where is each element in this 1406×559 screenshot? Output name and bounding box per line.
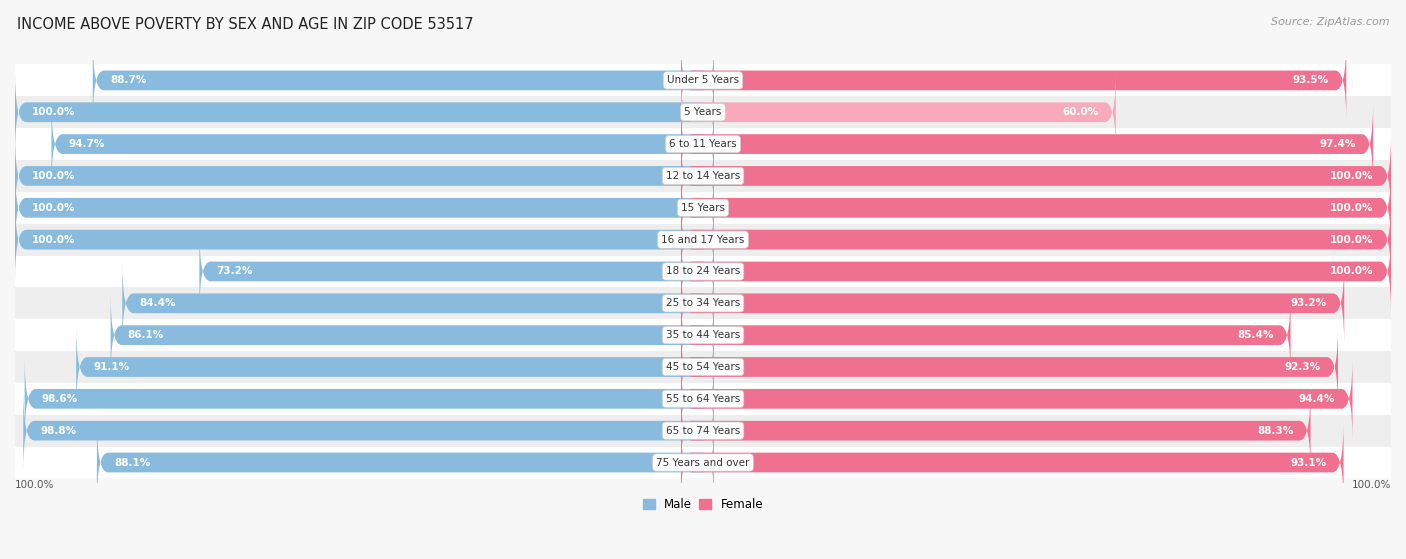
FancyBboxPatch shape [681, 135, 1391, 217]
Text: 25 to 34 Years: 25 to 34 Years [666, 299, 740, 309]
Text: 94.7%: 94.7% [69, 139, 105, 149]
Text: 84.4%: 84.4% [139, 299, 176, 309]
FancyBboxPatch shape [15, 167, 714, 249]
FancyBboxPatch shape [52, 103, 714, 185]
FancyBboxPatch shape [122, 262, 714, 344]
Text: 100.0%: 100.0% [1330, 235, 1374, 245]
Bar [15, 319, 1391, 351]
Bar [15, 192, 1391, 224]
Text: 98.8%: 98.8% [41, 425, 76, 435]
FancyBboxPatch shape [93, 39, 714, 121]
Bar [15, 351, 1391, 383]
Text: 15 Years: 15 Years [681, 203, 725, 213]
Text: 93.2%: 93.2% [1291, 299, 1327, 309]
FancyBboxPatch shape [681, 71, 1116, 153]
Text: 100.0%: 100.0% [1330, 171, 1374, 181]
Text: 55 to 64 Years: 55 to 64 Years [666, 394, 740, 404]
Text: 100.0%: 100.0% [1351, 480, 1391, 490]
Text: 45 to 54 Years: 45 to 54 Years [666, 362, 740, 372]
FancyBboxPatch shape [681, 390, 1310, 472]
FancyBboxPatch shape [681, 326, 1339, 408]
Text: 97.4%: 97.4% [1320, 139, 1355, 149]
Bar [15, 160, 1391, 192]
Text: 92.3%: 92.3% [1285, 362, 1320, 372]
Text: 93.1%: 93.1% [1291, 457, 1326, 467]
Text: 88.1%: 88.1% [114, 457, 150, 467]
Text: 100.0%: 100.0% [32, 235, 76, 245]
Text: 35 to 44 Years: 35 to 44 Years [666, 330, 740, 340]
FancyBboxPatch shape [681, 230, 1391, 312]
FancyBboxPatch shape [97, 421, 714, 504]
Text: 60.0%: 60.0% [1063, 107, 1098, 117]
FancyBboxPatch shape [681, 39, 1347, 121]
FancyBboxPatch shape [15, 198, 714, 281]
Text: 85.4%: 85.4% [1237, 330, 1274, 340]
Bar [15, 96, 1391, 128]
Text: 88.7%: 88.7% [110, 75, 146, 86]
Text: 100.0%: 100.0% [32, 203, 76, 213]
Bar [15, 255, 1391, 287]
Text: 12 to 14 Years: 12 to 14 Years [666, 171, 740, 181]
Text: INCOME ABOVE POVERTY BY SEX AND AGE IN ZIP CODE 53517: INCOME ABOVE POVERTY BY SEX AND AGE IN Z… [17, 17, 474, 32]
Legend: Male, Female: Male, Female [638, 493, 768, 515]
Text: 5 Years: 5 Years [685, 107, 721, 117]
Bar [15, 415, 1391, 447]
Text: 18 to 24 Years: 18 to 24 Years [666, 267, 740, 277]
Text: 73.2%: 73.2% [217, 267, 253, 277]
Text: 75 Years and over: 75 Years and over [657, 457, 749, 467]
Bar [15, 224, 1391, 255]
FancyBboxPatch shape [76, 326, 714, 408]
FancyBboxPatch shape [25, 358, 714, 440]
Text: 100.0%: 100.0% [32, 171, 76, 181]
FancyBboxPatch shape [15, 71, 714, 153]
Bar [15, 287, 1391, 319]
FancyBboxPatch shape [681, 358, 1353, 440]
Text: 100.0%: 100.0% [1330, 267, 1374, 277]
Text: 86.1%: 86.1% [128, 330, 165, 340]
FancyBboxPatch shape [681, 421, 1344, 504]
Text: Under 5 Years: Under 5 Years [666, 75, 740, 86]
FancyBboxPatch shape [681, 103, 1374, 185]
Bar [15, 128, 1391, 160]
Text: 65 to 74 Years: 65 to 74 Years [666, 425, 740, 435]
Bar [15, 383, 1391, 415]
Text: 88.3%: 88.3% [1257, 425, 1294, 435]
Text: 91.1%: 91.1% [93, 362, 129, 372]
FancyBboxPatch shape [681, 294, 1291, 376]
Text: 93.5%: 93.5% [1294, 75, 1329, 86]
FancyBboxPatch shape [24, 390, 714, 472]
FancyBboxPatch shape [681, 198, 1391, 281]
Text: Source: ZipAtlas.com: Source: ZipAtlas.com [1271, 17, 1389, 27]
Bar [15, 64, 1391, 96]
FancyBboxPatch shape [681, 167, 1391, 249]
FancyBboxPatch shape [15, 135, 714, 217]
Text: 100.0%: 100.0% [15, 480, 55, 490]
Text: 6 to 11 Years: 6 to 11 Years [669, 139, 737, 149]
FancyBboxPatch shape [111, 294, 714, 376]
Text: 100.0%: 100.0% [32, 107, 76, 117]
Bar [15, 447, 1391, 479]
Text: 16 and 17 Years: 16 and 17 Years [661, 235, 745, 245]
Text: 100.0%: 100.0% [1330, 203, 1374, 213]
FancyBboxPatch shape [200, 230, 714, 312]
Text: 94.4%: 94.4% [1299, 394, 1336, 404]
Text: 98.6%: 98.6% [42, 394, 77, 404]
FancyBboxPatch shape [681, 262, 1344, 344]
